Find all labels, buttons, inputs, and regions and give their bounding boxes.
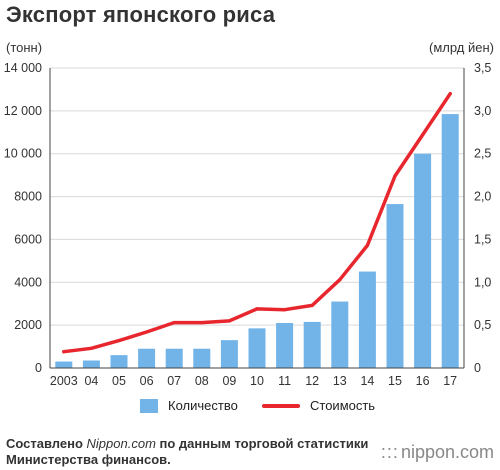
x-tick-label: 07 [167, 374, 181, 388]
source-prefix: Составлено [6, 436, 87, 451]
legend-label-quantity: Количество [168, 398, 238, 413]
left-axis-unit: (тонн) [6, 40, 43, 55]
bar [138, 348, 156, 368]
x-tick-label: 04 [84, 374, 98, 388]
value-point [89, 346, 93, 350]
bar [248, 328, 266, 368]
bar [110, 355, 128, 368]
bar [441, 114, 459, 368]
x-tick-label: 05 [112, 374, 126, 388]
y-right-tick-label: 1,5 [474, 232, 491, 246]
y-right-tick-label: 2,5 [474, 147, 491, 161]
bar [358, 271, 376, 368]
bar [414, 153, 432, 368]
value-point [172, 320, 176, 325]
x-tick-label: 14 [360, 374, 374, 388]
y-left-tick-label: 6000 [14, 232, 42, 246]
y-right-tick-label: 0 [474, 361, 481, 375]
bar [220, 340, 238, 368]
legend-bar-swatch [140, 398, 158, 413]
source-site: Nippon.com [86, 436, 156, 451]
bar [276, 323, 294, 368]
y-left-tick-label: 10 000 [4, 147, 42, 161]
bar [386, 204, 404, 368]
value-point [421, 133, 425, 137]
logo-text: nippon.com [400, 442, 494, 462]
x-tick-label: 16 [416, 374, 430, 388]
x-tick-label: 09 [222, 374, 236, 388]
bar [193, 348, 211, 368]
value-point [283, 308, 287, 312]
bar [165, 348, 183, 368]
x-tick-label: 12 [305, 374, 319, 388]
value-point [365, 243, 369, 248]
x-tick-label: 06 [140, 374, 154, 388]
legend-item-quantity: Количество [140, 398, 238, 413]
legend-item-value: Стоимость [262, 398, 375, 413]
legend-line-swatch [262, 403, 300, 408]
value-point [393, 174, 397, 178]
chart-title: Экспорт японского риса [6, 2, 276, 27]
x-tick-label: 17 [443, 374, 457, 388]
x-tick-label: 10 [250, 374, 264, 388]
value-point [145, 330, 149, 334]
y-right-tick-label: 3,0 [474, 104, 491, 118]
bar [303, 321, 321, 368]
combo-chart: 0 0 2000 0,5 4000 1,0 6000 1,5 8000 2,0 10 000 2,5 1… [4, 61, 492, 388]
y-left-tick-label: 4000 [14, 275, 42, 289]
value-point [62, 350, 66, 354]
value-point [448, 92, 452, 96]
y-left-tick-label: 8000 [14, 190, 42, 204]
value-point [227, 319, 231, 323]
value-point [338, 278, 342, 282]
value-point [255, 307, 259, 311]
legend-label-value: Стоимость [310, 398, 376, 413]
x-tick-label: 13 [333, 374, 347, 388]
value-point [117, 338, 121, 343]
y-right-tick-label: 0,5 [474, 318, 491, 332]
x-tick-label: 15 [388, 374, 402, 388]
nippon-logo: ::: nippon.com [381, 442, 494, 463]
x-tick-label: 08 [195, 374, 209, 388]
y-right-tick-label: 2,0 [474, 190, 491, 204]
bar [82, 360, 100, 368]
right-axis-unit: (млрд йен) [429, 40, 494, 55]
y-left-tick-label: 0 [35, 361, 42, 375]
y-left-tick-label: 14 000 [4, 61, 42, 75]
source-suffix: по данным торговой статистики Министерст… [6, 436, 369, 467]
x-tick-label: 2003 [50, 374, 78, 388]
logo-dots-icon: ::: [380, 442, 399, 462]
value-point [310, 303, 314, 308]
x-tick-label: 11 [278, 374, 291, 388]
y-left-tick-label: 12 000 [4, 104, 42, 118]
bar [55, 361, 73, 368]
source-note: Составлено Nippon.com по данным торговой… [6, 436, 386, 468]
y-left-tick-label: 2000 [14, 318, 42, 332]
legend: Количество Стоимость [0, 398, 500, 418]
y-right-tick-label: 3,5 [474, 61, 491, 75]
value-point [200, 320, 204, 325]
bar [331, 301, 349, 368]
y-right-tick-label: 1,0 [474, 275, 491, 289]
